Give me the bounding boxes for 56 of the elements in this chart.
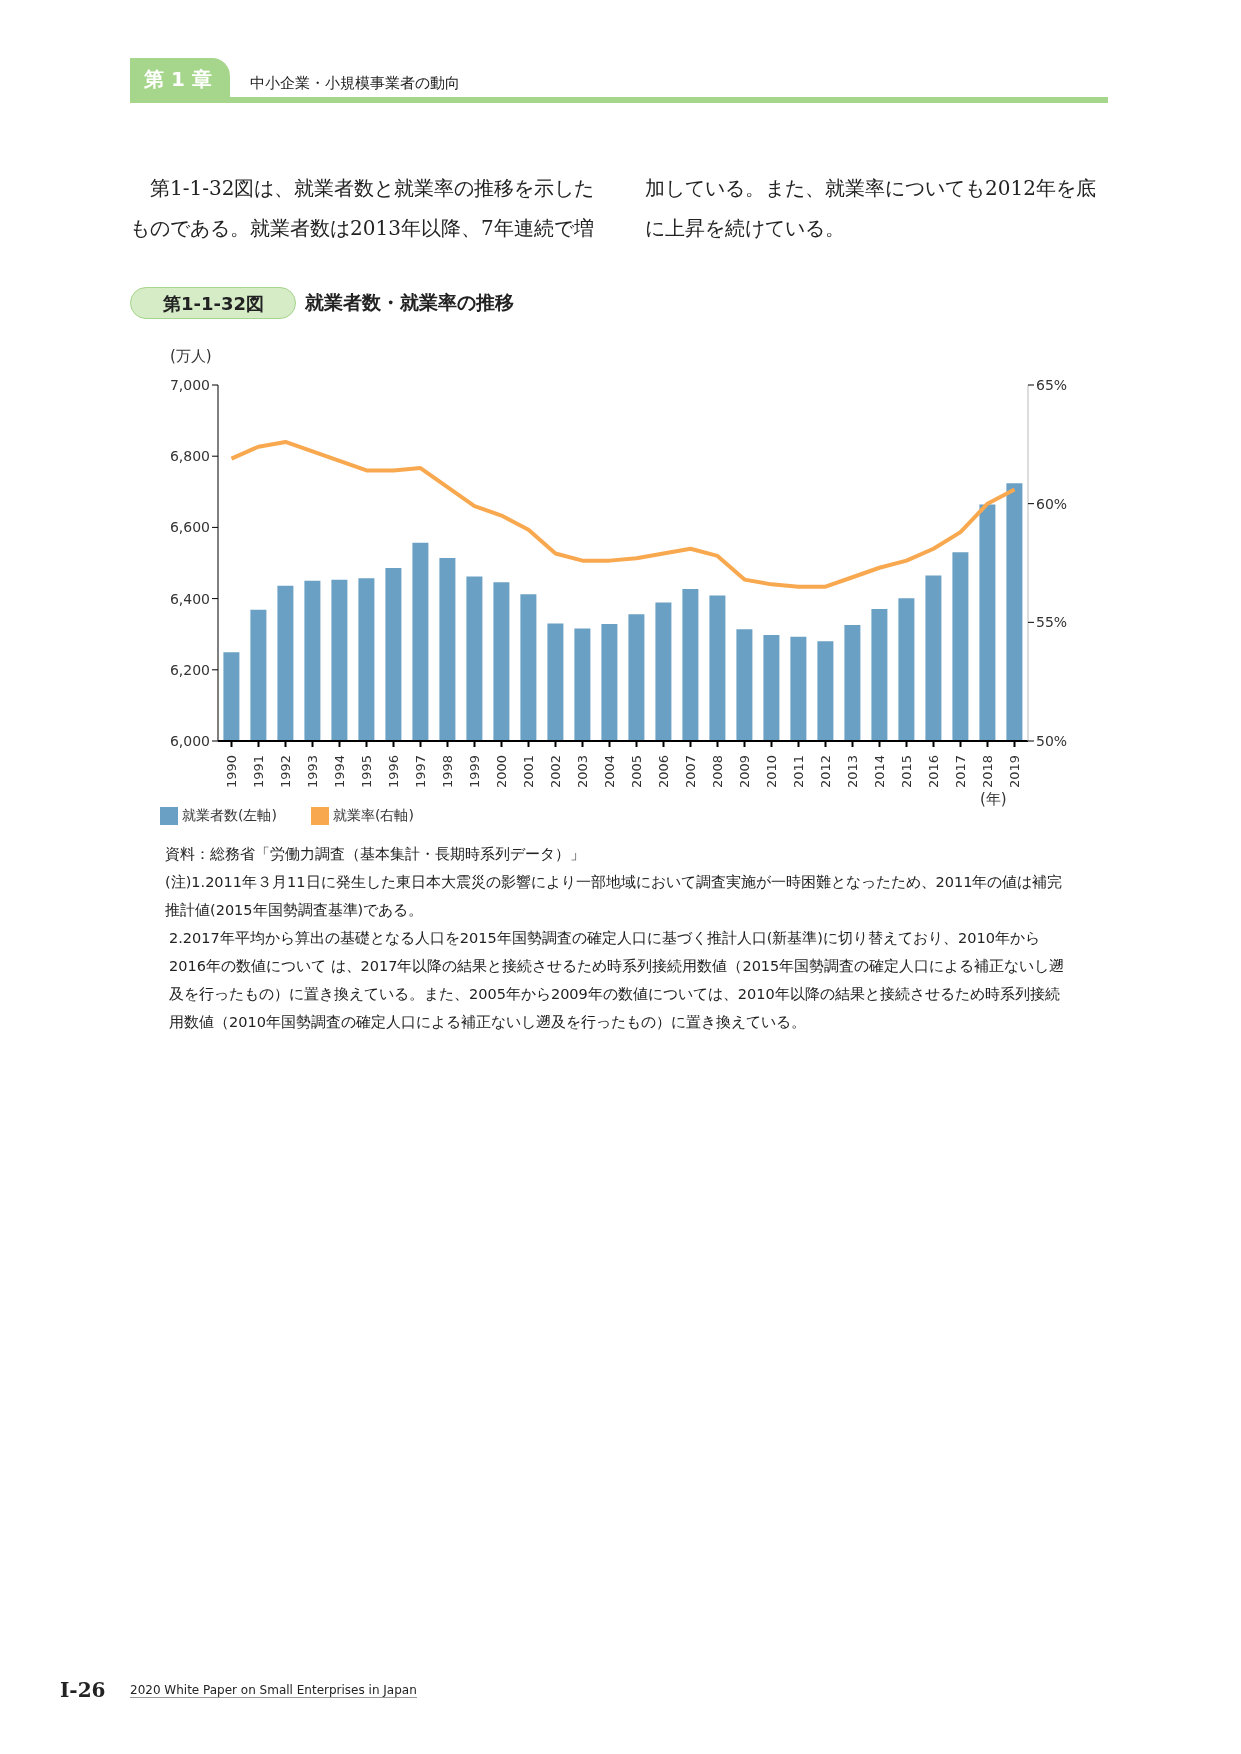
text: 第1-1-32図は、就業者数と就業率の推移を示したものである。就業者数は2013年以降、7年連続で増加している。また、就業率についても2012年を底に上昇を続けている。 — [130, 176, 1096, 240]
x-tick-label: 2018 — [980, 755, 995, 789]
y-tick-label: 6,400 — [169, 590, 210, 607]
y-tick-label: 7,000 — [169, 376, 210, 393]
text: Ⅰ-26 — [60, 1678, 106, 1702]
text: 資料：総務省「労働力調査（基本集計・長期時系列データ）」 — [165, 845, 586, 864]
x-tick-label: 2013 — [845, 755, 860, 789]
x-tick-label: 2004 — [602, 755, 617, 789]
x-tick-label: 1997 — [413, 755, 428, 789]
x-tick-label: 2019 — [1007, 755, 1022, 789]
text: (注)1.2011年３月11日に発生した東日本大震災の影響により一部地域において調査実施が一時困難となったため、2011年の値は補完推計値(2015年国勢調査基準)である。 — [165, 873, 1064, 920]
y-tick-label: 6,000 — [169, 732, 210, 749]
y-tick-label: 6,200 — [169, 661, 210, 678]
y2-tick-label: 65% — [1036, 376, 1068, 393]
x-tick-label: 2017 — [953, 755, 968, 789]
x-tick-label: 2012 — [818, 755, 833, 789]
y2-tick-label: 60% — [1036, 495, 1068, 512]
x-tick-label: 1992 — [278, 755, 293, 789]
x-tick-label: 2016 — [926, 755, 941, 789]
x-tick-label: 1993 — [305, 755, 320, 789]
x-tick-label: 1994 — [332, 755, 347, 789]
chart-subtitle: 第1-1-32図 — [163, 292, 265, 316]
x-tick-label: 2005 — [629, 755, 644, 789]
legend-label: 就業率(右軸) — [332, 807, 414, 823]
x-tick-label: 2009 — [737, 755, 752, 789]
x-tick-label: 2001 — [521, 755, 536, 789]
text: 中小企業・小規模事業者の動向 — [250, 74, 460, 93]
x-tick-label: 2006 — [656, 755, 671, 789]
y2-tick-label: 55% — [1036, 614, 1068, 631]
x-tick-label: 2008 — [710, 755, 725, 789]
x-tick-label: 2003 — [575, 755, 590, 789]
x-tick-label: 2002 — [548, 755, 563, 789]
x-tick-label: 2010 — [764, 755, 779, 789]
x-tick-label: 2011 — [791, 755, 806, 789]
x-tick-label: 1999 — [467, 755, 482, 789]
y2-tick-label: 50% — [1036, 732, 1068, 749]
y-tick-label: 6,800 — [169, 448, 210, 465]
x-tick-label: 2007 — [683, 755, 698, 789]
chapter-tab: 第 1 章 — [130, 58, 230, 100]
legend-label: 就業者数(左軸) — [182, 807, 277, 823]
line-series — [229, 439, 1017, 589]
x-tick-label: 1996 — [386, 755, 401, 789]
x-tick-label: 1995 — [359, 755, 374, 789]
x-tick-label: 2014 — [872, 755, 887, 789]
text: 2.2017年平均から算出の基礎となる人口を2015年国勢調査の確定人口に基づく推計人口(新基準)に切り替えており、2010年から2016年の数値について は、2017年以降の結果と接続させるため時系列接続用数値（2015年国勢調査の確定人口による補正ないし遡及を行ったもの）に置き換えている。また、2005年から2009年の数値については、2010年以降の結果と接続させるため時系列接続用数値（2010年国勢調査の確定人口による補正ないし遡及を行ったもの）に置き換えている。 — [168, 929, 1066, 1032]
x-tick-label: 1998 — [440, 755, 455, 789]
y-axis-title: (万人) — [170, 347, 212, 366]
y-tick-label: 6,600 — [169, 519, 210, 536]
x-tick-label: 1990 — [224, 755, 239, 789]
x-tick-label: 1991 — [251, 755, 266, 789]
figure-label-pill: 第1-1-32図 — [130, 287, 296, 319]
text: 2020 White Paper on Small Enterprises in Japan — [130, 1683, 417, 1698]
chart-title: 就業者数・就業率の推移 — [305, 290, 514, 315]
x-axis-title: (年) — [980, 790, 1007, 809]
x-tick-label: 2000 — [494, 755, 509, 789]
x-tick-label: 2015 — [899, 755, 914, 789]
